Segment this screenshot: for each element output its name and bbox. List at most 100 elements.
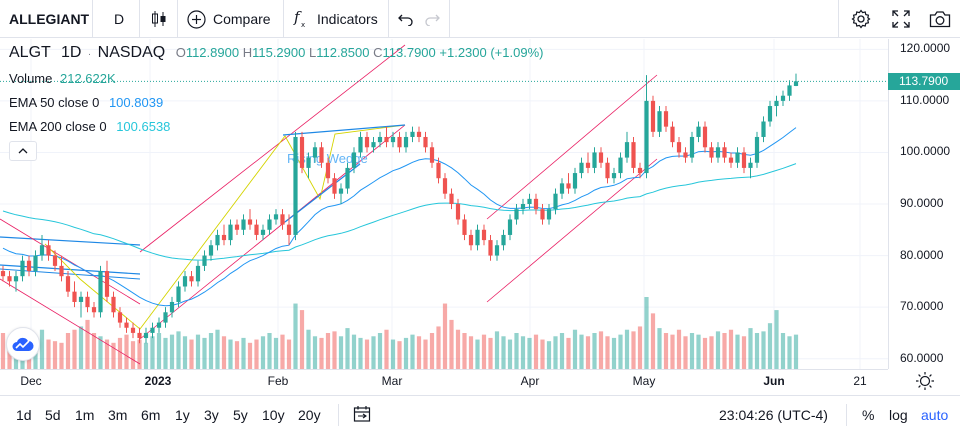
expand-icon: [892, 10, 910, 28]
candle-body: [553, 193, 558, 210]
candle: [338, 183, 344, 204]
candle: [208, 240, 214, 261]
chart-style-button[interactable]: [151, 0, 167, 38]
candle-body: [429, 147, 435, 163]
volume-bar: [52, 341, 58, 369]
candle-body: [650, 100, 656, 132]
log-scale-toggle[interactable]: log: [889, 407, 908, 423]
volume-bar: [176, 331, 181, 369]
go-to-date-button[interactable]: [353, 405, 371, 428]
time-axis[interactable]: Dec 2023 Feb Mar Apr May Jun 21: [0, 369, 888, 393]
legend-dot: ·: [87, 49, 92, 60]
candle-body: [644, 100, 649, 174]
volume-bar: [748, 328, 753, 369]
tradingview-logo[interactable]: [6, 327, 40, 361]
candle-body: [163, 312, 168, 323]
range-button-3y[interactable]: 3y: [204, 407, 219, 423]
undo-button[interactable]: [398, 0, 414, 38]
candle-body: [520, 204, 526, 210]
camera-icon: [929, 11, 951, 28]
time-axis-label: Feb: [267, 374, 289, 388]
candle-body: [332, 178, 337, 194]
candle-body: [754, 136, 760, 163]
volume-bar: [130, 341, 136, 369]
candle-body: [780, 95, 786, 101]
candle: [202, 250, 207, 272]
candle: [696, 121, 701, 143]
legend-main-series[interactable]: ALGT 1D · NASDAQ O112.8900 H115.2900 L11…: [9, 44, 543, 62]
volume-bar: [501, 336, 506, 369]
chevron-up-icon: [18, 148, 28, 154]
candle: [553, 188, 558, 215]
fullscreen-button[interactable]: [892, 0, 910, 38]
candle: [592, 147, 597, 174]
candle: [195, 260, 201, 287]
interval-button[interactable]: D: [114, 11, 125, 27]
time-axis-label: May: [632, 374, 656, 388]
auto-scale-toggle[interactable]: auto: [921, 407, 949, 423]
compare-button[interactable]: Compare: [187, 0, 271, 38]
legend-ema200[interactable]: EMA 200 close 0 100.6538: [9, 119, 170, 134]
range-button-3m[interactable]: 3m: [108, 407, 128, 423]
range-button-5d[interactable]: 5d: [45, 407, 61, 423]
candles-icon: [152, 11, 166, 27]
legend-volume[interactable]: Volume 212.622K: [9, 71, 116, 86]
toolbar-divider: [846, 404, 847, 426]
clock-timezone[interactable]: 23:04:26 (UTC-4): [719, 407, 828, 423]
range-button-6m[interactable]: 6m: [141, 407, 161, 423]
range-button-10y[interactable]: 10y: [262, 407, 285, 423]
axis-settings-button[interactable]: [915, 371, 935, 391]
candle: [462, 214, 467, 241]
price-chart[interactable]: Rising Wedge: [0, 39, 960, 395]
range-button-5y[interactable]: 5y: [233, 407, 248, 423]
volume-bar: [709, 336, 714, 369]
symbol-search[interactable]: ALLEGIANT: [9, 11, 90, 27]
legend-collapse-button[interactable]: [9, 141, 37, 161]
candle: [748, 157, 753, 179]
redo-button[interactable]: [424, 0, 440, 38]
volume-bar: [442, 303, 448, 369]
legend-ema50[interactable]: EMA 50 close 0 100.8039: [9, 95, 163, 110]
candle-body: [663, 111, 669, 127]
candle: [39, 234, 45, 261]
range-button-20y[interactable]: 20y: [298, 407, 321, 423]
candle: [429, 142, 435, 168]
candle: [579, 157, 584, 179]
range-button-1y[interactable]: 1y: [175, 407, 190, 423]
volume-bar: [221, 336, 227, 369]
volume-bar: [202, 337, 207, 369]
candle-body: [176, 286, 181, 302]
indicators-button[interactable]: f x Indicators: [293, 0, 378, 38]
candle: [371, 136, 376, 153]
candle-body: [657, 111, 662, 132]
candle-body: [449, 193, 454, 204]
candle: [306, 152, 311, 179]
volume-bar: [312, 336, 318, 369]
candle: [423, 131, 428, 153]
volume-bar: [585, 336, 591, 369]
candle-body: [546, 209, 552, 220]
price-axis[interactable]: 120.0000 110.0000 100.0000 90.0000 80.0000 70…: [888, 39, 960, 369]
price-axis-label: 90.0000: [900, 196, 944, 210]
candle-body: [241, 219, 246, 230]
settings-button[interactable]: [851, 0, 871, 38]
chart-canvas[interactable]: Rising Wedge: [0, 39, 888, 369]
candle: [150, 322, 155, 339]
snapshot-button[interactable]: [929, 0, 951, 38]
range-button-1d[interactable]: 1d: [16, 407, 32, 423]
volume-bar: [696, 334, 701, 369]
volume-bar: [429, 333, 435, 369]
range-button-1m[interactable]: 1m: [75, 407, 95, 423]
candle-body: [767, 106, 773, 122]
candle: [767, 100, 773, 127]
volume-bar: [553, 336, 558, 369]
candle: [52, 250, 58, 272]
candle: [449, 188, 454, 210]
volume-bar: [624, 329, 630, 369]
percent-scale-toggle[interactable]: %: [862, 407, 875, 423]
candle-body: [280, 214, 285, 225]
volume-bar: [715, 331, 721, 369]
candle-body: [741, 152, 747, 168]
candle-body: [468, 234, 474, 246]
candle: [728, 152, 734, 168]
